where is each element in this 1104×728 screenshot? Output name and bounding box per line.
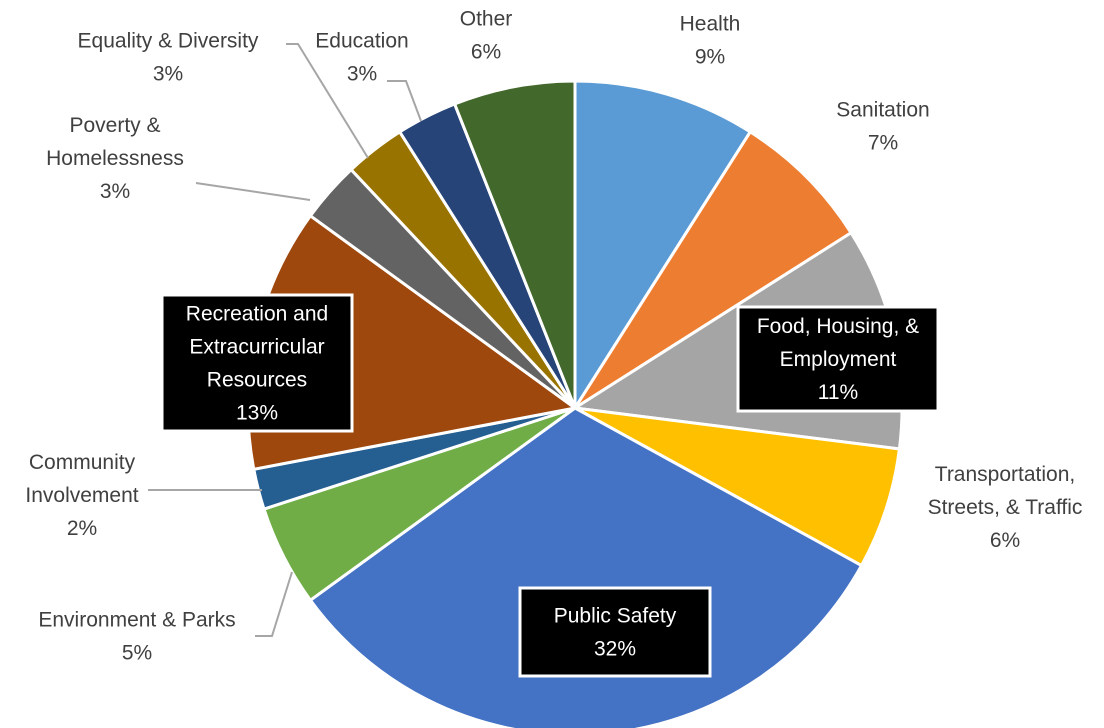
data-label-recreation-and-extracurricular-resources: Recreation and Extracurricular Resources 13… [186,303,328,425]
data-label-sanitation: Sanitation 7% [836,99,929,155]
data-labels: Health 9% Sanitation 7% Food, Housing, & Empl… [25,8,1083,678]
data-label-line: Food, Housing, & [757,315,919,338]
data-label-line: Health [680,13,741,36]
pie-slice-public-safety [308,406,864,728]
data-label-line: 5% [122,642,152,665]
data-label-line: Involvement [25,484,138,507]
data-label-line: Homelessness [46,147,184,170]
leader-line-education [387,80,422,122]
data-label-education: Education 3% [315,30,408,86]
data-label-line: Extracurricular [189,336,324,359]
data-label-health: Health 9% [680,13,741,69]
data-label-line: Community [29,451,136,474]
data-label-community-involvement: Community Involvement 2% [25,451,138,540]
pie-slice-transportation-streets-and-traffic [574,406,902,568]
pie-slice-sanitation [573,129,854,410]
data-label-line: 7% [868,132,898,155]
data-label-line: 3% [153,63,183,86]
data-label-food-housing-and-employment: Food, Housing, & Employment 11% [757,315,919,404]
data-label-public-safety: Public Safety 32% [554,605,677,661]
label-box-food-housing-and-employment [736,305,940,413]
data-label-line: Transportation, [935,463,1075,486]
data-label-line: Public Safety [554,605,677,628]
data-label-line: Environment & Parks [38,609,235,632]
data-label-line: Employment [780,348,897,371]
leader-line-equality-and-diversity [286,43,369,159]
data-label-line: 11% [818,381,858,404]
data-label-line: Equality & Diversity [78,30,259,53]
data-label-equality-and-diversity: Equality & Diversity 3% [78,30,259,86]
data-label-line: Poverty & [69,114,160,137]
data-label-line: Other [460,8,513,31]
data-label-line: 6% [471,41,501,64]
data-label-poverty-and-homelessness: Poverty & Homelessness 3% [46,114,184,203]
pie-slice-other [452,79,577,409]
data-label-line: Sanitation [836,99,929,122]
label-box-recreation-and-extracurricular-resources [160,293,354,433]
data-label-line: 13% [236,402,278,425]
data-label-line: Resources [207,369,307,392]
data-label-line: 3% [100,180,130,203]
data-label-line: 3% [347,63,377,86]
data-label-environment-and-parks: Environment & Parks 5% [38,609,235,665]
data-label-line: Education [315,30,408,53]
leader-line-poverty-and-homelessness [195,182,311,201]
data-label-line: Recreation and [186,303,328,326]
data-label-line: 6% [990,529,1020,552]
data-label-other: Other 6% [460,8,513,64]
data-label-transportation-streets-and-traffic: Transportation, Streets, & Traffic 6% [928,463,1083,552]
data-label-line: Streets, & Traffic [928,496,1083,519]
pie-slice-health [573,79,753,414]
data-label-line: 2% [67,517,97,540]
data-label-line: 32% [594,638,636,661]
label-box-public-safety [518,586,712,678]
leader-line-environment-and-parks [255,571,293,637]
data-label-line: 9% [695,46,725,69]
